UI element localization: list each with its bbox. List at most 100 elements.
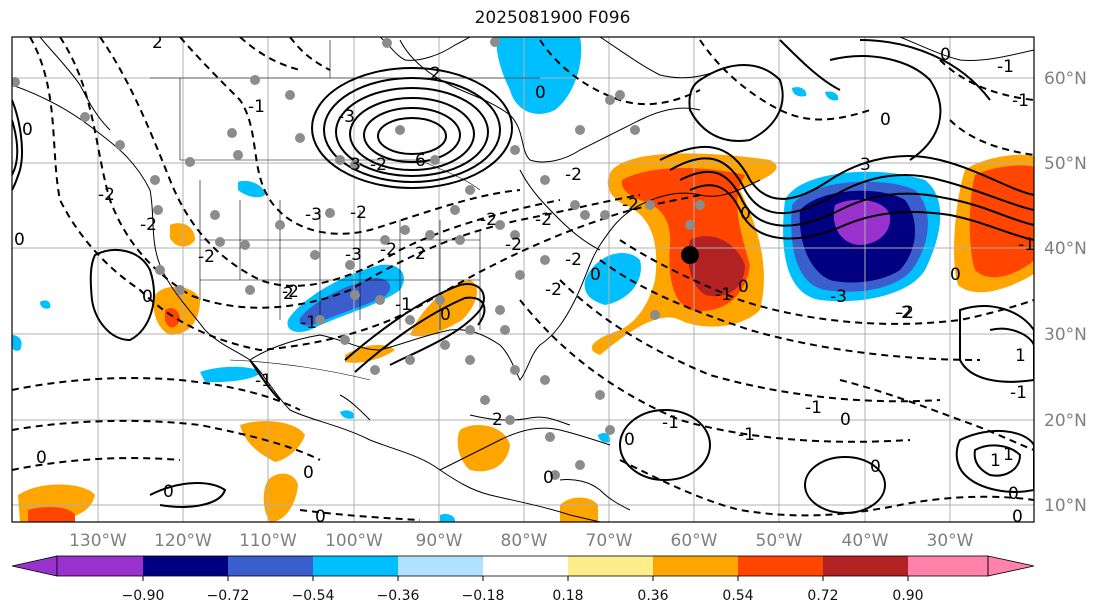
anomaly-lightblue-offcoast xyxy=(584,252,641,305)
contour-label: -2 xyxy=(140,215,157,235)
colorbar-swatch xyxy=(398,556,483,576)
map-title: 2025081900 F096 xyxy=(474,8,631,28)
colorbar-tick: −0.54 xyxy=(292,588,335,604)
contour-label: 2 xyxy=(283,284,294,304)
contour-label: -3 xyxy=(305,205,322,225)
contour-label: -2 xyxy=(897,303,914,323)
latitude-labels: 60°N 50°N 40°N 30°N 20°N 10°N xyxy=(1044,69,1087,516)
anomaly-red-east xyxy=(969,165,1034,278)
contour-label: 0 xyxy=(738,277,749,297)
colorbar-swatch xyxy=(57,556,143,576)
colorbar-tick: 0.72 xyxy=(807,588,838,604)
lon-label: 70°W xyxy=(586,531,633,551)
anomaly-lightblue-bc xyxy=(238,180,265,198)
contour-label: 0 xyxy=(303,463,314,483)
contour-label: -1 xyxy=(395,295,412,315)
contour-label: -2 xyxy=(565,165,582,185)
contour-label: 0 xyxy=(163,482,174,502)
contour-label: 0 xyxy=(22,120,33,140)
contour-label: 0 xyxy=(840,410,851,430)
contour-label: 0 xyxy=(624,430,635,450)
lat-label: 20°N xyxy=(1044,411,1087,431)
contour-label: -2 xyxy=(545,280,562,300)
contour-label: 0 xyxy=(1008,484,1019,504)
colorbar-swatch xyxy=(313,556,398,576)
contour-label: -2 xyxy=(198,247,215,267)
lon-label: 40°W xyxy=(842,531,889,551)
anomaly-blue-central xyxy=(299,278,391,326)
anomaly-orange-south xyxy=(560,497,598,522)
lon-label: 60°W xyxy=(671,531,718,551)
colorbar-tick: −0.36 xyxy=(377,588,420,604)
contour-label: -3 xyxy=(338,107,355,127)
colorbar-extend-right xyxy=(987,555,1035,577)
contours-positive xyxy=(12,39,1034,514)
contour-label: 0 xyxy=(590,265,601,285)
colorbar-tick: −0.72 xyxy=(207,588,250,604)
contour-label: -2 xyxy=(622,195,639,215)
contour-label: 3 xyxy=(350,155,361,175)
contour-label: -2 xyxy=(98,185,115,205)
colorbar-swatch xyxy=(568,556,653,576)
contours-negative xyxy=(12,37,1034,521)
contour-label: 0 xyxy=(880,110,891,130)
anomaly-lightblue-hudson xyxy=(496,37,582,114)
contour-label: 0 xyxy=(740,204,751,224)
colorbar-swatch xyxy=(143,556,228,576)
contour-label: -2 xyxy=(380,240,397,260)
lon-label: 90°W xyxy=(416,531,463,551)
contour-label: -1 xyxy=(1010,383,1027,403)
lon-label: 30°W xyxy=(927,531,974,551)
contour-label: 0 xyxy=(950,265,961,285)
lon-label: 50°W xyxy=(756,531,803,551)
colorbar: −0.90 −0.72 −0.54 −0.36 −0.18 0.18 0.36 … xyxy=(11,555,1035,604)
contour-label: -1 xyxy=(248,97,265,117)
colorbar-tick: 0.36 xyxy=(637,588,668,604)
lat-label: 50°N xyxy=(1044,154,1087,174)
colorbar-tick: −0.90 xyxy=(122,588,165,604)
contour-label: -2 xyxy=(565,250,582,270)
contour-label: -1 xyxy=(997,57,1014,77)
contour-label: -1 xyxy=(662,413,679,433)
contour-label: -3 xyxy=(345,245,362,265)
contour-label: 0 xyxy=(315,507,326,527)
colorbar-extend-left xyxy=(11,555,58,577)
contour-label: -2 xyxy=(505,235,522,255)
contour-label: 2 xyxy=(415,244,426,264)
contour-label: 0 xyxy=(535,83,546,103)
colorbar-tick: 0.90 xyxy=(892,588,923,604)
contour-label: 2 xyxy=(152,33,163,53)
colorbar-swatch xyxy=(653,556,738,576)
contour-label: -1 xyxy=(715,285,732,305)
contour-label: 6 xyxy=(415,151,426,171)
lat-label: 30°N xyxy=(1044,325,1087,345)
lat-label: 60°N xyxy=(1044,69,1087,89)
contour-labels: 2 -1 -2 -2 0 0 -2 -3 3 6 2 -2 -3 0 3 -1 … xyxy=(14,33,1034,527)
anomaly-lightblue-sm2 xyxy=(598,432,611,443)
station-markers xyxy=(12,37,705,480)
anomaly-purple-midatl xyxy=(833,199,891,245)
colorbar-swatch xyxy=(908,556,988,576)
anomaly-lightblue-sm3 xyxy=(825,91,839,101)
contour-label: 1 xyxy=(990,451,1001,471)
contour-label: -3 xyxy=(830,287,847,307)
anomaly-lightblue-sm1 xyxy=(340,410,355,419)
colorbar-swatch xyxy=(823,556,908,576)
contour-label: 0 xyxy=(142,287,153,307)
contour-label: 0 xyxy=(940,45,951,65)
anomaly-red-sw xyxy=(28,507,75,522)
lon-label: 110°W xyxy=(239,531,297,551)
anomaly-lightblue-sm6 xyxy=(440,513,456,522)
contour-label: -1 xyxy=(300,313,317,333)
contour-label: -2 xyxy=(350,203,367,223)
lat-label: 40°N xyxy=(1044,239,1087,259)
contour-label: 0 xyxy=(543,468,554,488)
contour-label: 0 xyxy=(440,305,451,325)
lon-label: 130°W xyxy=(69,531,127,551)
lon-label: 100°W xyxy=(325,531,383,551)
contour-label: -1 xyxy=(1012,91,1029,111)
longitude-labels: 130°W 120°W 110°W 100°W 90°W 80°W 70°W 6… xyxy=(69,531,974,551)
anomaly-darkred-atlantic xyxy=(688,236,745,297)
anomaly-orange-pacific1 xyxy=(240,421,305,462)
